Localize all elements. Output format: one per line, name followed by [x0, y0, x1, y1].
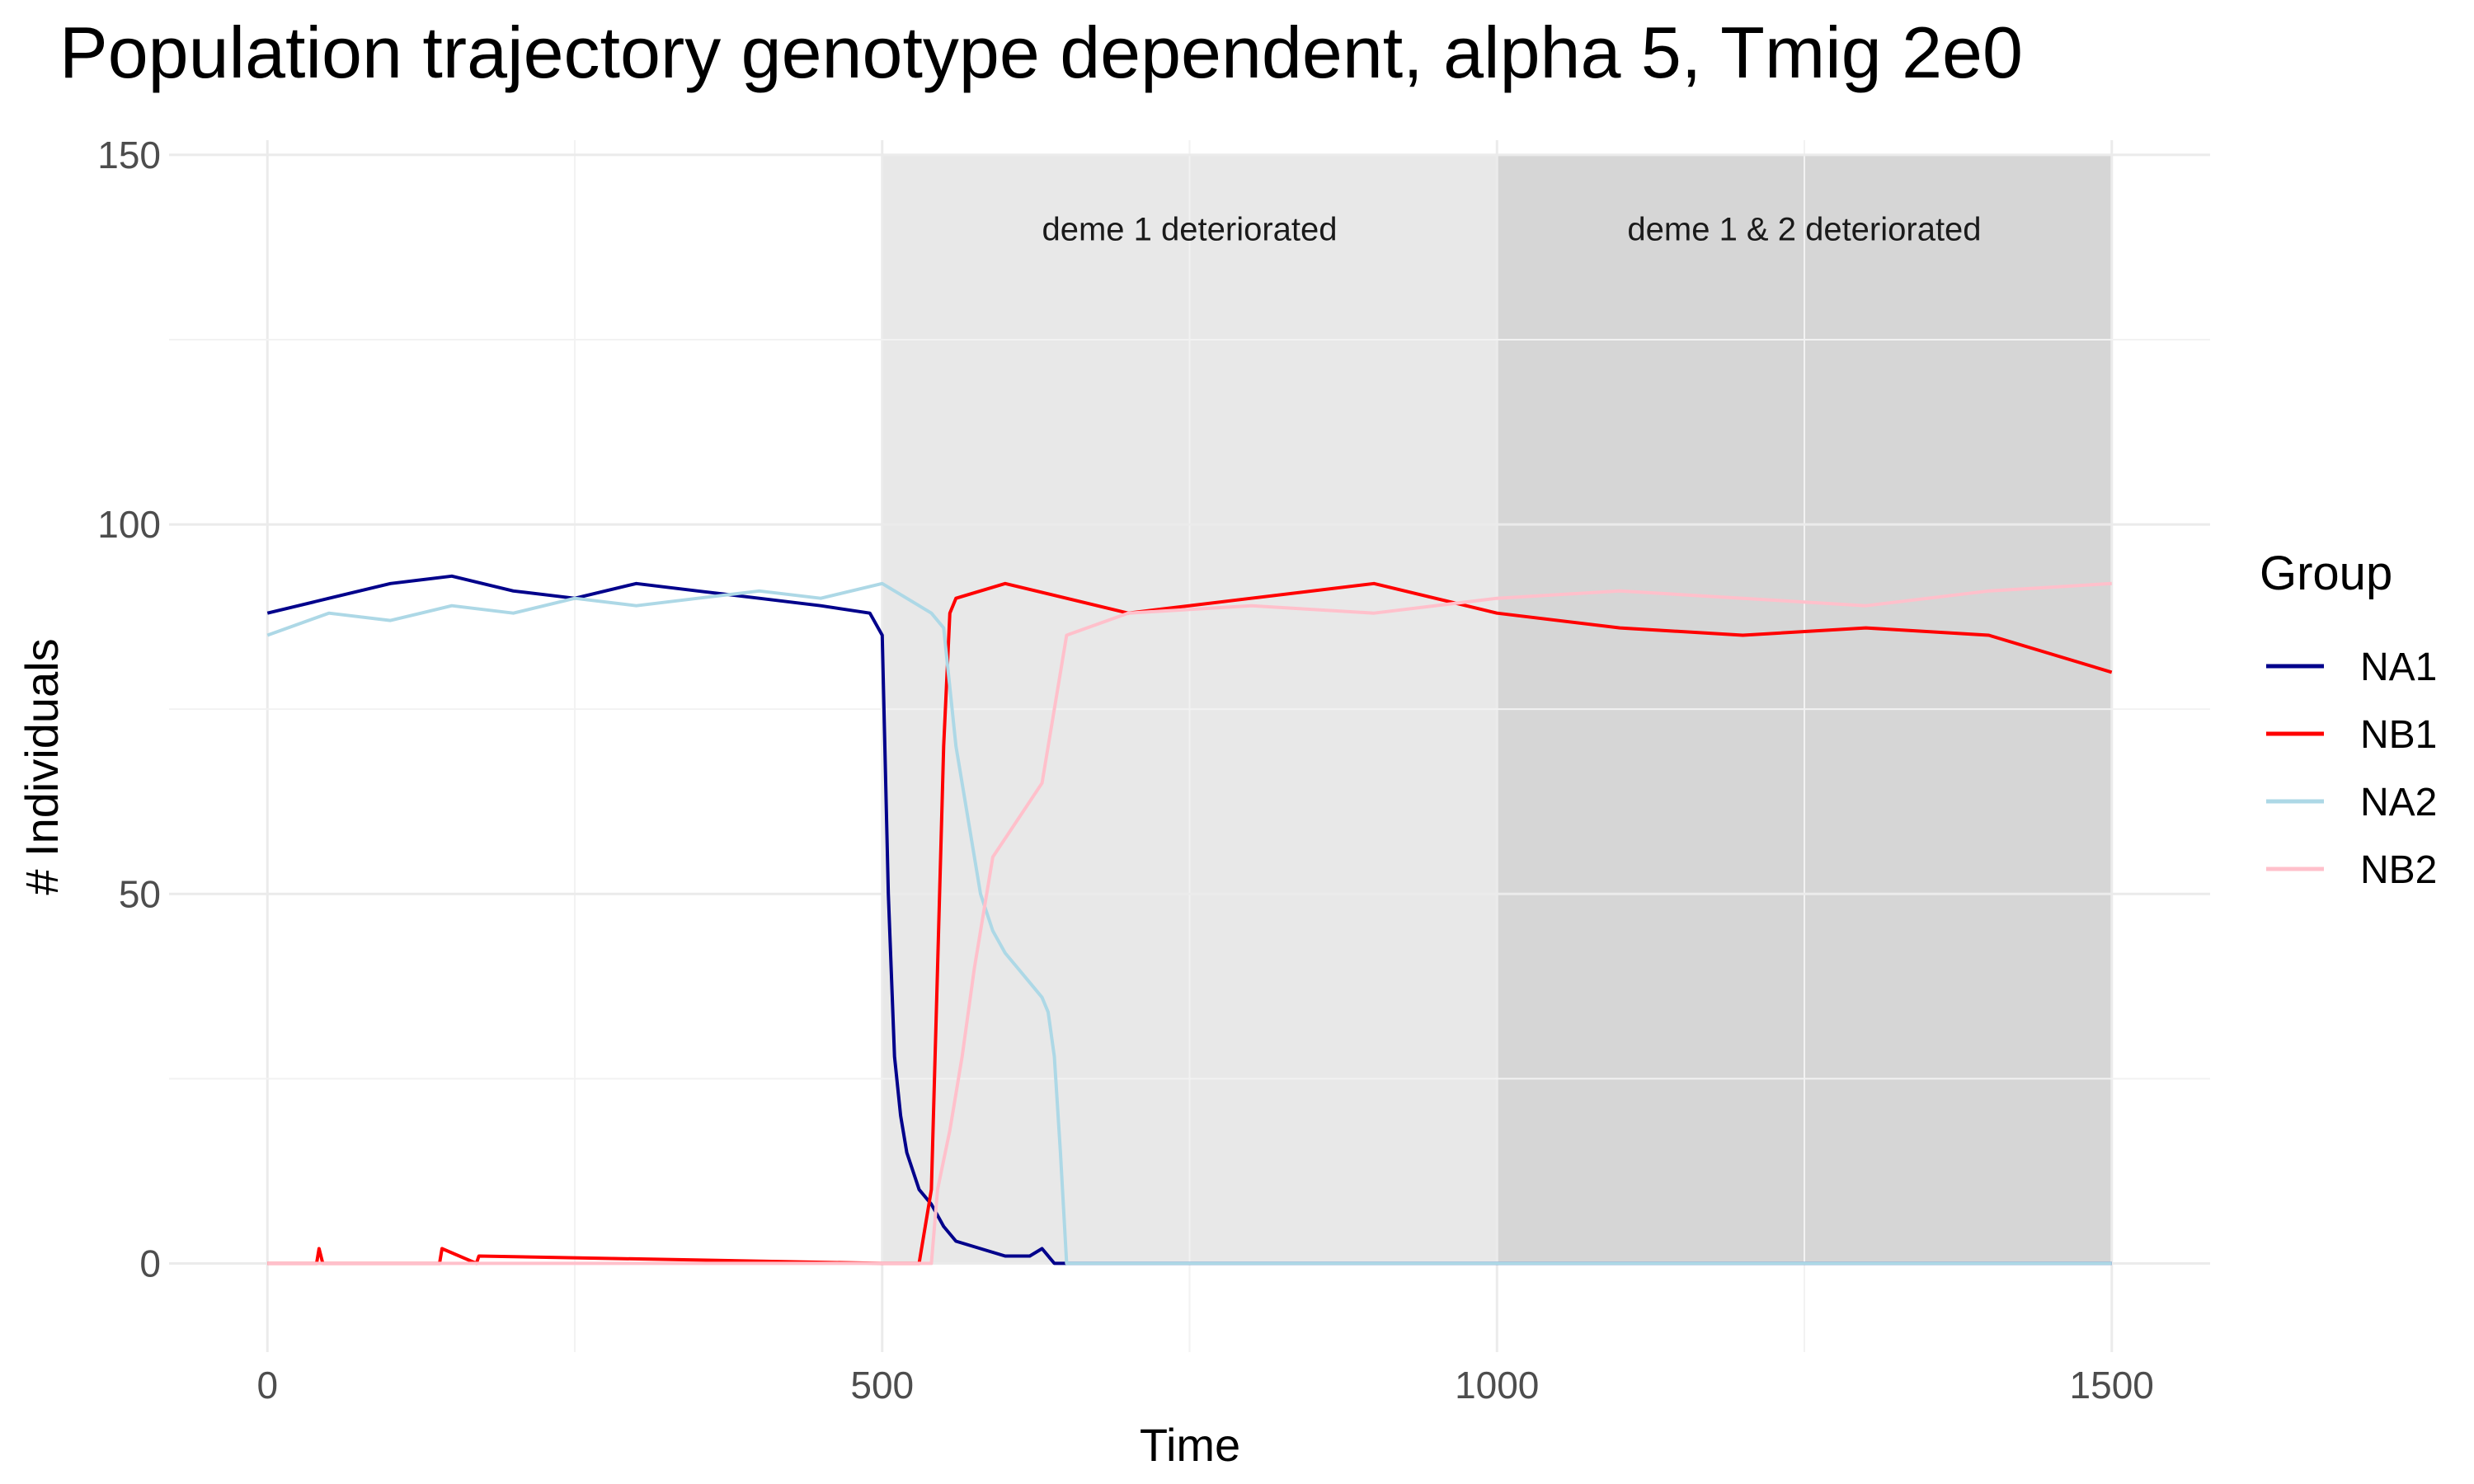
x-axis-title: Time [1140, 1419, 1240, 1471]
y-tick-label: 100 [97, 503, 161, 546]
region-label-2: deme 1 & 2 deteriorated [1627, 212, 1981, 248]
legend-label-nb1: NB1 [2360, 713, 2437, 757]
tick-layer: 0 500 1000 1500 0 50 100 150 [97, 134, 2154, 1407]
y-axis-title: # Individuals [16, 638, 68, 895]
x-tick-label: 1500 [2070, 1364, 2154, 1407]
y-tick-label: 150 [97, 134, 161, 176]
y-tick-label: 50 [119, 872, 161, 915]
annotation-text-layer: deme 1 deteriorated deme 1 & 2 deteriorat… [1042, 212, 1981, 248]
legend-label-na1: NA1 [2360, 646, 2437, 689]
x-tick-label: 500 [850, 1364, 914, 1407]
series-line-nb2 [267, 581, 2112, 1266]
y-tick-label: 0 [139, 1242, 161, 1284]
chart-title: Population trajectory genotype dependent… [59, 12, 2023, 93]
series-line-na2 [266, 581, 2112, 1266]
legend-items: NA1 NB1 NA2 NB2 [2266, 646, 2437, 892]
series-layer [266, 574, 2113, 1266]
x-tick-label: 0 [256, 1364, 278, 1407]
x-tick-label: 1000 [1455, 1364, 1539, 1407]
legend-title: Group [2260, 547, 2392, 600]
series-line-na1 [266, 574, 2112, 1266]
legend: Group NA1 NB1 NA2 NB2 [2260, 547, 2437, 892]
legend-label-na2: NA2 [2360, 781, 2437, 824]
legend-label-nb2: NB2 [2360, 848, 2437, 892]
region-label-1: deme 1 deteriorated [1042, 212, 1337, 248]
